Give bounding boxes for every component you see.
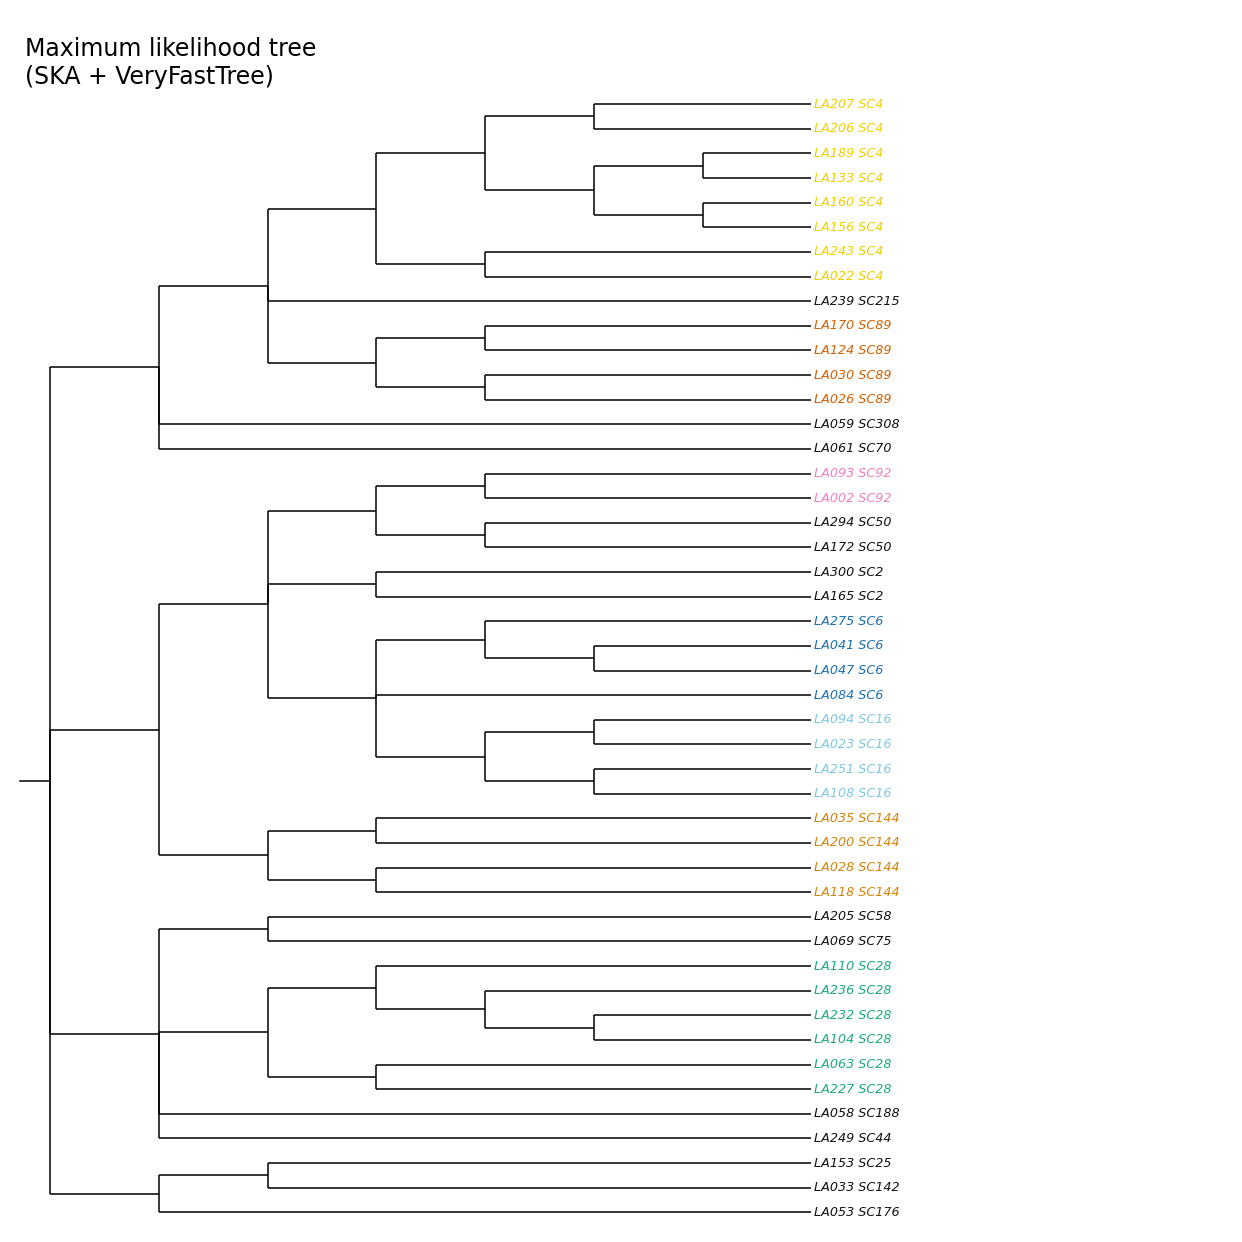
Text: LA207 SC4: LA207 SC4: [815, 98, 883, 111]
Text: LA084 SC6: LA084 SC6: [815, 689, 883, 702]
Text: LA275 SC6: LA275 SC6: [815, 615, 883, 627]
Text: LA028 SC144: LA028 SC144: [815, 861, 900, 874]
Text: LA249 SC44: LA249 SC44: [815, 1131, 892, 1145]
Text: LA189 SC4: LA189 SC4: [815, 147, 883, 160]
Text: LA093 SC92: LA093 SC92: [815, 467, 892, 481]
Text: LA058 SC188: LA058 SC188: [815, 1108, 900, 1120]
Text: LA108 SC16: LA108 SC16: [815, 787, 892, 800]
Text: LA022 SC4: LA022 SC4: [815, 270, 883, 283]
Text: LA294 SC50: LA294 SC50: [815, 517, 892, 529]
Text: LA061 SC70: LA061 SC70: [815, 442, 892, 456]
Text: LA232 SC28: LA232 SC28: [815, 1009, 892, 1022]
Text: LA110 SC28: LA110 SC28: [815, 960, 892, 972]
Text: LA047 SC6: LA047 SC6: [815, 664, 883, 677]
Text: LA030 SC89: LA030 SC89: [815, 369, 892, 381]
Text: LA026 SC89: LA026 SC89: [815, 394, 892, 406]
Text: LA205 SC58: LA205 SC58: [815, 910, 892, 923]
Text: LA063 SC28: LA063 SC28: [815, 1058, 892, 1071]
Text: LA160 SC4: LA160 SC4: [815, 196, 883, 209]
Text: LA153 SC25: LA153 SC25: [815, 1156, 892, 1170]
Text: LA023 SC16: LA023 SC16: [815, 738, 892, 751]
Text: LA104 SC28: LA104 SC28: [815, 1033, 892, 1047]
Text: LA118 SC144: LA118 SC144: [815, 886, 900, 899]
Text: LA069 SC75: LA069 SC75: [815, 935, 892, 948]
Text: LA239 SC215: LA239 SC215: [815, 294, 900, 308]
Text: LA251 SC16: LA251 SC16: [815, 763, 892, 775]
Text: LA200 SC144: LA200 SC144: [815, 836, 900, 850]
Text: LA035 SC144: LA035 SC144: [815, 812, 900, 825]
Text: LA172 SC50: LA172 SC50: [815, 542, 892, 554]
Text: LA002 SC92: LA002 SC92: [815, 492, 892, 504]
Text: LA236 SC28: LA236 SC28: [815, 984, 892, 997]
Text: LA033 SC142: LA033 SC142: [815, 1181, 900, 1195]
Text: LA300 SC2: LA300 SC2: [815, 565, 883, 579]
Text: LA227 SC28: LA227 SC28: [815, 1083, 892, 1095]
Text: LA053 SC176: LA053 SC176: [815, 1206, 900, 1218]
Text: LA094 SC16: LA094 SC16: [815, 713, 892, 727]
Text: LA206 SC4: LA206 SC4: [815, 122, 883, 135]
Text: LA170 SC89: LA170 SC89: [815, 319, 892, 333]
Text: LA124 SC89: LA124 SC89: [815, 344, 892, 356]
Text: LA243 SC4: LA243 SC4: [815, 246, 883, 258]
Text: LA133 SC4: LA133 SC4: [815, 171, 883, 185]
Text: LA165 SC2: LA165 SC2: [815, 590, 883, 604]
Text: LA041 SC6: LA041 SC6: [815, 640, 883, 652]
Text: LA156 SC4: LA156 SC4: [815, 221, 883, 233]
Text: LA059 SC308: LA059 SC308: [815, 417, 900, 431]
Text: Maximum likelihood tree
(SKA + VeryFastTree): Maximum likelihood tree (SKA + VeryFastT…: [25, 37, 317, 89]
